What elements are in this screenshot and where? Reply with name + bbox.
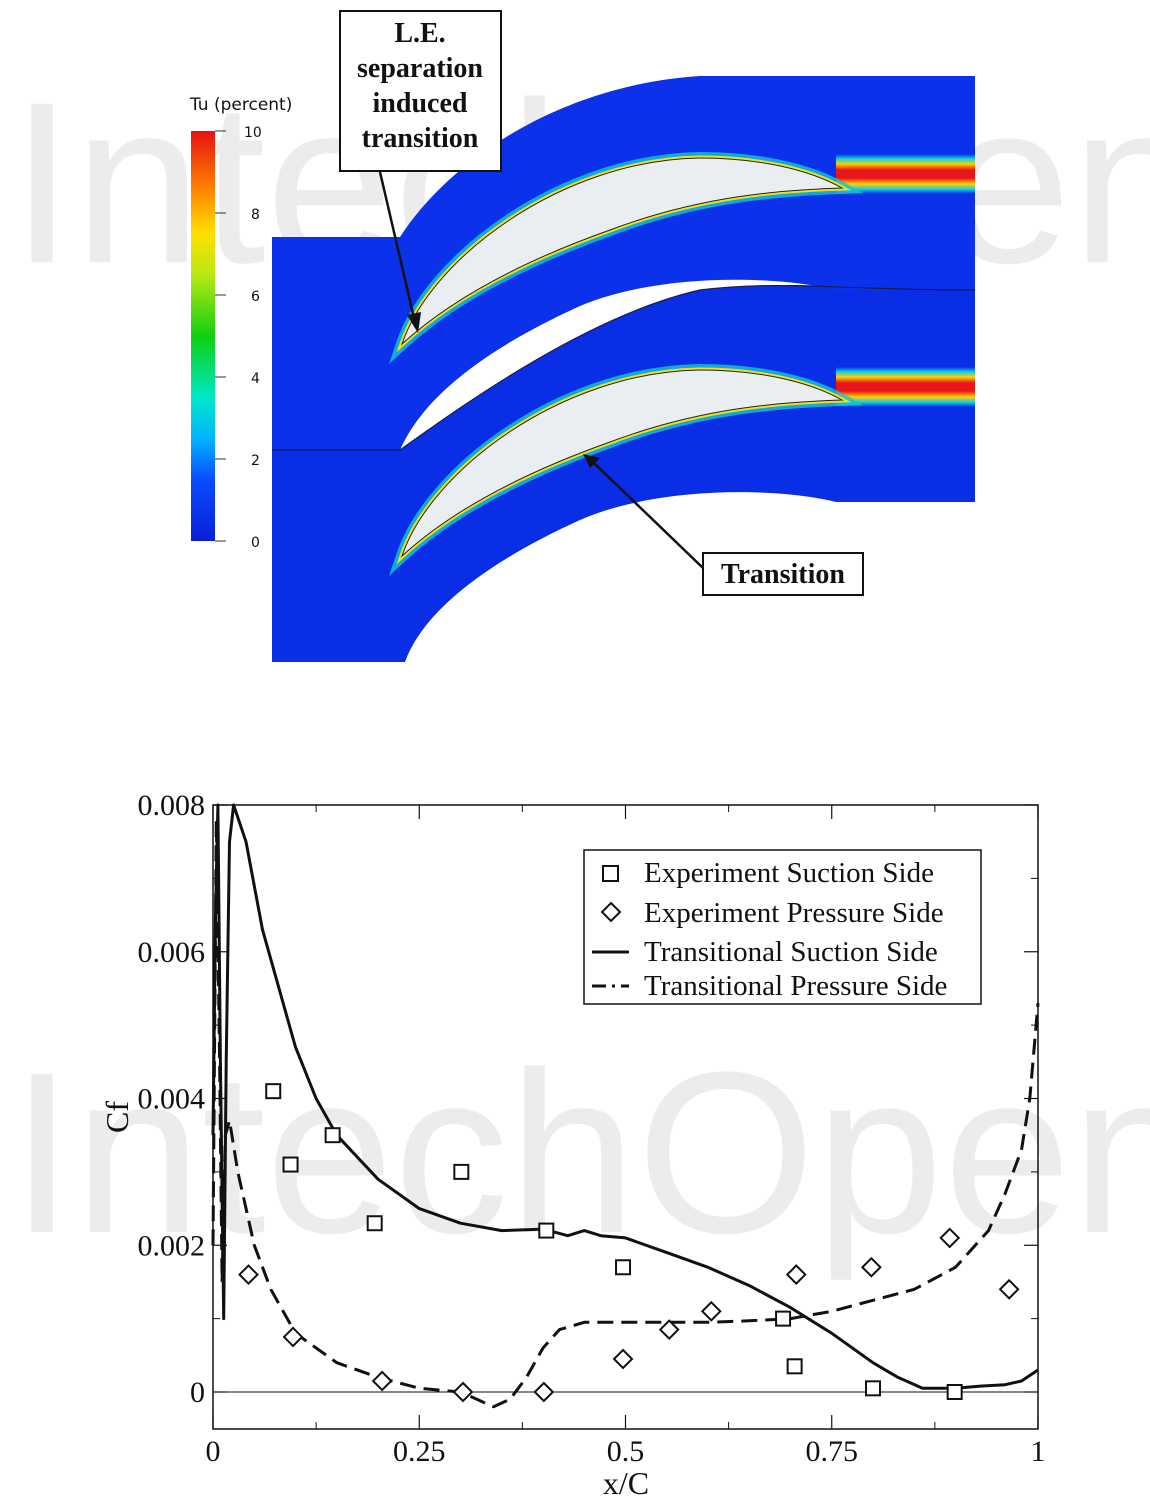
data-point-square — [865, 1380, 881, 1397]
colorbar-tick-label: 8 — [251, 207, 260, 223]
y-tick-label: 0.008 — [138, 789, 206, 822]
data-point-diamond — [612, 1348, 634, 1370]
cf-chart: 0 0.25 0.5 0.75 1 0 0.002 0.004 0.006 0.008 x/C C… — [99, 789, 1046, 1500]
colorbar-tick-label: 2 — [251, 453, 260, 469]
x-axis-label: x/C — [603, 1465, 649, 1500]
le-callout-line: transition — [362, 123, 479, 154]
data-point-diamond — [785, 1264, 807, 1286]
x-tick-label: 0.25 — [393, 1435, 446, 1468]
transition-arrowhead — [583, 454, 600, 468]
x-tick-label: 0.5 — [607, 1435, 645, 1468]
series-line-pressure-side — [211, 818, 1040, 1409]
legend-label: Experiment Pressure Side — [644, 897, 944, 929]
data-point-diamond — [238, 1264, 259, 1286]
data-point-diamond — [533, 1381, 555, 1403]
flow-domain — [272, 76, 976, 662]
data-point-square — [538, 1222, 555, 1239]
data-point-square — [282, 1156, 299, 1173]
data-point-square — [366, 1215, 383, 1232]
wake-upper — [836, 154, 975, 194]
data-point-diamond — [282, 1326, 304, 1348]
transition-callout: Transition — [583, 454, 864, 596]
le-callout: L.E. separation induced transition — [339, 10, 502, 333]
x-tick-label: 0.75 — [806, 1435, 859, 1468]
blade-lower — [388, 363, 864, 577]
colorbar-tick-label: 0 — [251, 535, 260, 551]
data-point-diamond — [939, 1227, 961, 1249]
marker-layer — [238, 1083, 1020, 1403]
data-point-diamond — [658, 1319, 680, 1341]
le-callout-arrow — [378, 171, 416, 319]
le-callout-box — [339, 10, 502, 172]
data-point-diamond — [452, 1381, 474, 1403]
data-point-diamond — [998, 1278, 1020, 1300]
data-point-square — [453, 1163, 470, 1180]
legend: Experiment Suction Side Experiment Press… — [583, 849, 982, 1005]
watermark-graphic-lower: IntechOpen — [10, 1024, 1150, 1281]
legend-label: Transitional Suction Side — [644, 936, 938, 968]
legend-box — [583, 849, 982, 1005]
transition-callout-box — [702, 552, 864, 596]
legend-label: Transitional Pressure Side — [644, 970, 947, 1002]
blade-upper — [388, 151, 864, 365]
le-callout-line: L.E. — [394, 18, 445, 49]
colorbar-title: Tu (percent) — [189, 95, 292, 115]
axis-ticks — [212, 804, 1039, 1429]
data-point-diamond — [860, 1256, 882, 1278]
colorbar-tick-label: 4 — [251, 371, 260, 387]
le-callout-line: induced — [373, 88, 468, 119]
data-point-diamond — [371, 1370, 393, 1392]
x-tick-label: 1 — [1031, 1435, 1046, 1468]
y-tick-label: 0.002 — [138, 1229, 206, 1262]
data-point-diamond — [700, 1300, 722, 1322]
series-line-suction-side — [211, 803, 1039, 1390]
legend-label: Experiment Suction Side — [644, 857, 934, 889]
x-tick-label: 0 — [206, 1435, 221, 1468]
colorbar: Tu (percent) 10 8 6 4 2 0 — [189, 95, 292, 551]
tick-labels: 0 0.25 0.5 0.75 1 0 0.002 0.004 0.006 0.008 — [138, 789, 1046, 1468]
data-point-square — [265, 1083, 282, 1100]
transition-callout-arrow — [593, 462, 704, 569]
y-tick-label: 0.004 — [138, 1083, 206, 1116]
y-tick-label: 0 — [190, 1376, 205, 1409]
transition-callout-label: Transition — [721, 559, 845, 590]
colorbar-tick-label: 10 — [244, 125, 262, 141]
watermark-text: IntechOpen — [10, 1024, 1150, 1281]
series-layer — [211, 803, 1040, 1409]
periodic-boundary — [272, 284, 976, 451]
data-point-square — [775, 1310, 792, 1327]
data-point-square — [324, 1127, 341, 1144]
colorbar-ticks — [215, 130, 226, 542]
y-axis-label: Cf — [99, 1101, 135, 1133]
y-tick-label: 0.006 — [138, 936, 206, 969]
le-callout-line: separation — [357, 53, 483, 84]
data-point-square — [946, 1384, 963, 1400]
wake-lower — [836, 367, 975, 407]
colorbar-tick-label: 6 — [251, 289, 260, 305]
colorbar-scale — [191, 131, 215, 541]
legend-marker-square — [602, 865, 619, 882]
data-point-square — [615, 1259, 632, 1276]
le-arrowhead — [407, 312, 421, 333]
data-point-square — [786, 1358, 803, 1375]
legend-marker-diamond — [600, 901, 622, 923]
